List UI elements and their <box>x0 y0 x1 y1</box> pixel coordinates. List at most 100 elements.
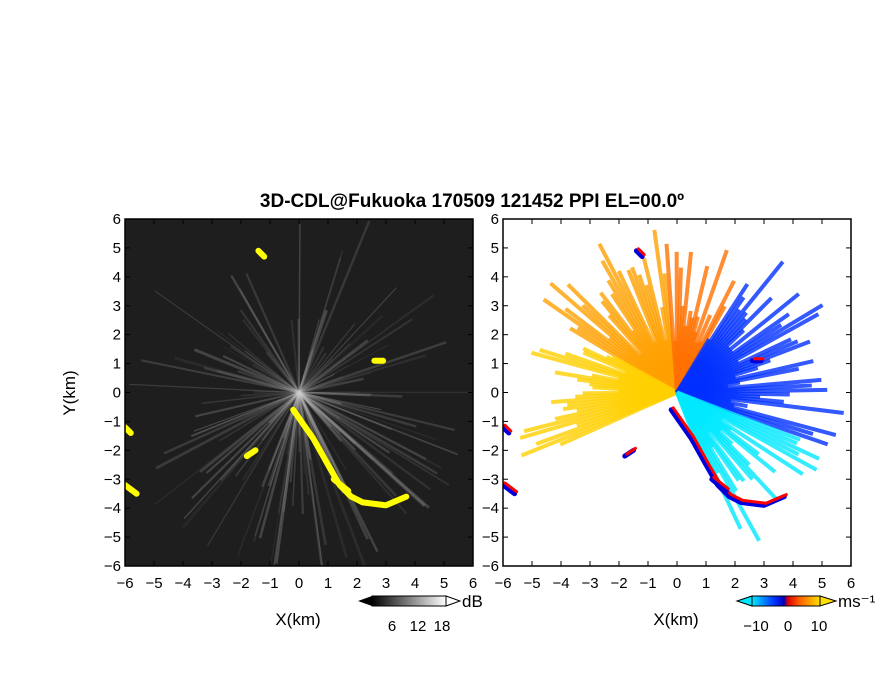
db-colorbar-right-arrow <box>445 595 462 607</box>
echo-streak <box>298 391 341 420</box>
echo-streak <box>298 344 389 394</box>
echo-streak <box>230 274 300 394</box>
echo-streak <box>298 372 372 394</box>
echo-streak <box>282 392 300 439</box>
echo-streak <box>297 346 325 394</box>
echo-streak <box>227 332 300 393</box>
echo-streak <box>190 391 300 437</box>
echo-streak <box>242 319 300 394</box>
echo-streak <box>199 391 300 473</box>
right-y-tick-label: 3 <box>491 298 499 315</box>
x-axis-label-left: X(km) <box>275 610 320 629</box>
left-x-tick-label: 4 <box>411 575 419 592</box>
folding-edge <box>709 476 729 494</box>
echo-streak <box>183 392 300 520</box>
echo-streak <box>269 392 300 566</box>
echo-streak <box>220 391 300 482</box>
right-x-tick-label: 4 <box>789 575 797 592</box>
echo-streak <box>297 392 348 558</box>
left-y-tick-label: 1 <box>113 356 121 373</box>
echo-streak <box>261 391 300 441</box>
echo-streak <box>236 392 300 557</box>
right-y-tick-label: −1 <box>482 413 499 430</box>
folding-edge <box>633 248 645 260</box>
velocity-ray <box>664 243 679 393</box>
left-x-tick-label: 3 <box>382 575 390 592</box>
echo-streak <box>240 391 300 397</box>
left-x-tick-label: −5 <box>145 575 162 592</box>
echo-streak <box>297 392 332 463</box>
left-y-tick-label: 0 <box>113 385 121 402</box>
left-y-tick-label: 4 <box>113 269 121 286</box>
echo-streak <box>285 392 301 455</box>
velocity-ray <box>559 390 678 447</box>
echo-streak <box>230 345 300 394</box>
echo-streak <box>298 391 408 515</box>
echo-streak <box>174 356 300 394</box>
echo-streak <box>298 250 344 393</box>
velocity-colorbar-right-arrow <box>819 595 838 607</box>
echo-streak <box>244 350 300 394</box>
echo-streak <box>298 391 391 454</box>
right-x-tick-label: 0 <box>673 575 681 592</box>
echo-streak <box>193 348 300 394</box>
left-x-tick-label: −1 <box>261 575 278 592</box>
echo-streak <box>298 339 369 394</box>
db-colorbar-bar <box>371 595 447 607</box>
right-x-tick-label: −3 <box>581 575 598 592</box>
echo-streak <box>252 363 300 394</box>
right-y-tick-label: −3 <box>482 471 499 488</box>
echo-streak <box>298 391 356 445</box>
echo-streak <box>290 319 301 393</box>
velocity-panel: −6−6 −5 −5 −4 −4 −3 −3 −2 −2 −1 −1 0 0 1 1 2 2 3 3 4 4 5 5 6 6 <box>482 211 855 592</box>
left-x-tick-label: −2 <box>232 575 249 592</box>
db-colorbar: 6 12 18 dB <box>358 592 483 635</box>
echo-streak <box>298 257 342 393</box>
left-axis-ticks: −6−6 −5 −5 −4 −4 −3 −3 −2 −2 −1 −1 0 0 1 1 2 2 3 3 4 4 5 5 6 6 <box>104 211 477 592</box>
echo-streak <box>201 391 300 405</box>
echo-streak <box>298 392 347 470</box>
left-y-tick-label: 2 <box>113 327 121 344</box>
folding-edge <box>503 424 512 436</box>
chart-title: 3D-CDL@Fukuoka 170509 121452 PPI EL=00.0… <box>260 191 684 212</box>
echo-streak <box>298 314 384 394</box>
velocity-field-layer <box>503 229 844 542</box>
echo-streak <box>297 391 379 553</box>
echo-streak <box>222 354 300 394</box>
folding-edge <box>503 482 518 497</box>
reflectivity-frame <box>124 218 474 567</box>
right-axis-ticks: −6−6 −5 −5 −4 −4 −3 −3 −2 −2 −1 −1 0 0 1 1 2 2 3 3 4 4 5 5 6 6 <box>482 211 855 592</box>
echo-streak <box>297 391 370 540</box>
right-x-tick-label: 3 <box>760 575 768 592</box>
velocity-frame <box>502 218 852 567</box>
velocity-tick-label: −10 <box>743 618 768 635</box>
echo-streak <box>289 392 300 483</box>
right-y-tick-label: −4 <box>482 500 499 517</box>
right-x-tick-label: 2 <box>731 575 739 592</box>
clutter-region <box>255 247 268 260</box>
velocity-ray <box>676 390 801 442</box>
velocity-tick-label: 0 <box>784 618 792 635</box>
right-y-tick-label: 0 <box>491 385 499 402</box>
left-x-tick-label: −3 <box>203 575 220 592</box>
echo-streak <box>219 391 300 442</box>
right-y-tick-label: −2 <box>482 442 499 459</box>
echo-streak <box>298 294 435 394</box>
echo-streak <box>154 290 300 393</box>
echo-streak <box>206 392 300 547</box>
echo-streak <box>298 357 334 394</box>
echo-streak <box>216 369 300 394</box>
echo-streak <box>298 391 374 461</box>
velocity-colorbar-unit: ms⁻¹ <box>838 592 876 611</box>
echo-streak <box>298 318 413 394</box>
echo-streak <box>268 391 300 424</box>
echo-streak <box>129 383 300 394</box>
echo-streak <box>297 392 305 514</box>
folding-edge <box>712 475 730 491</box>
echo-streak <box>298 391 332 428</box>
right-x-tick-label: 6 <box>847 575 855 592</box>
echo-streak <box>298 354 426 394</box>
echo-streak <box>273 392 300 566</box>
right-x-tick-label: −6 <box>494 575 511 592</box>
echo-streak <box>298 223 301 393</box>
